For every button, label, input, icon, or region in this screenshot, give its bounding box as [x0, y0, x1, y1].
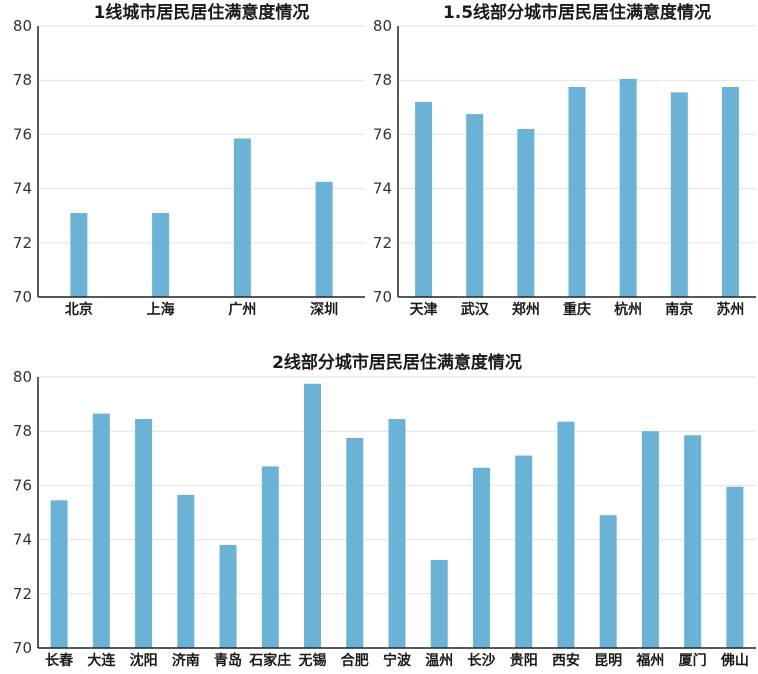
bar-厦门 — [684, 435, 702, 648]
x-tick-label: 北京 — [65, 301, 93, 318]
y-tick-label: 74 — [13, 531, 32, 549]
x-tick-label: 长春 — [45, 652, 74, 669]
x-tick-label: 上海 — [147, 301, 175, 318]
y-tick-label: 78 — [13, 422, 32, 440]
x-tick-label: 长沙 — [467, 652, 495, 669]
y-tick-label: 76 — [13, 476, 32, 494]
bar-苏州 — [721, 86, 739, 297]
x-tick-label: 无锡 — [298, 652, 327, 669]
y-tick-label: 78 — [13, 71, 32, 89]
bar-杭州 — [619, 78, 637, 297]
x-tick-label: 深圳 — [310, 301, 338, 318]
x-tick-label: 福州 — [635, 652, 664, 669]
bar-青岛 — [219, 545, 237, 648]
y-tick-label: 72 — [13, 234, 32, 252]
bar-北京 — [70, 212, 88, 297]
bar-佛山 — [726, 486, 744, 648]
bar-温州 — [430, 559, 448, 648]
x-tick-label: 重庆 — [563, 301, 591, 318]
bar-长沙 — [472, 467, 490, 648]
y-tick-label: 74 — [373, 180, 392, 198]
bar-大连 — [92, 413, 110, 648]
x-tick-label: 南京 — [665, 301, 693, 318]
bar-无锡 — [304, 383, 322, 648]
bar-石家庄 — [261, 466, 279, 648]
bar-长春 — [50, 500, 68, 648]
y-tick-label: 70 — [13, 288, 32, 306]
bar-重庆 — [568, 86, 586, 297]
y-tick-label: 76 — [13, 125, 32, 143]
x-tick-label: 天津 — [410, 301, 438, 318]
bar-宁波 — [388, 419, 406, 648]
y-tick-label: 78 — [373, 71, 392, 89]
x-tick-label: 大连 — [87, 652, 116, 669]
x-tick-label: 沈阳 — [130, 652, 158, 669]
chart-title: 1.5线部分城市居民居住满意度情况 — [443, 2, 711, 23]
bar-贵阳 — [515, 455, 533, 648]
bar-西安 — [557, 421, 575, 648]
x-tick-label: 合肥 — [341, 652, 369, 669]
x-tick-label: 西安 — [552, 652, 580, 669]
x-tick-label: 郑州 — [512, 301, 540, 318]
bar-南京 — [670, 92, 688, 298]
bar-深圳 — [315, 181, 333, 297]
x-tick-label: 苏州 — [716, 301, 744, 318]
bar-昆明 — [599, 515, 617, 648]
bar-济南 — [177, 494, 195, 648]
x-tick-label: 武汉 — [461, 301, 490, 318]
y-tick-label: 70 — [373, 288, 392, 306]
x-tick-label: 温州 — [425, 653, 453, 669]
x-tick-label: 厦门 — [679, 652, 707, 669]
bar-天津 — [415, 101, 433, 297]
bar-武汉 — [466, 114, 484, 297]
chart-title: 2线部分城市居民居住满意度情况 — [272, 352, 522, 373]
bar-合肥 — [346, 437, 364, 648]
x-tick-label: 石家庄 — [248, 652, 291, 669]
chart-title: 1线城市居民居住满意度情况 — [94, 2, 310, 23]
y-tick-label: 80 — [13, 368, 32, 386]
bar-广州 — [233, 138, 251, 297]
y-tick-label: 76 — [373, 125, 392, 143]
x-tick-label: 青岛 — [214, 652, 242, 669]
bar-福州 — [641, 431, 659, 648]
y-tick-label: 74 — [13, 180, 32, 198]
x-tick-label: 昆明 — [594, 653, 622, 669]
x-tick-label: 贵阳 — [510, 652, 538, 669]
bar-沈阳 — [135, 419, 153, 648]
y-tick-label: 80 — [13, 17, 32, 35]
y-tick-label: 72 — [13, 585, 32, 603]
x-tick-label: 广州 — [228, 301, 256, 318]
y-tick-label: 70 — [13, 639, 32, 657]
bar-郑州 — [517, 128, 535, 297]
x-tick-label: 济南 — [172, 652, 200, 669]
y-tick-label: 72 — [373, 234, 392, 252]
x-tick-label: 宁波 — [383, 652, 412, 669]
x-tick-label: 佛山 — [720, 652, 749, 669]
x-tick-label: 杭州 — [614, 301, 642, 318]
y-tick-label: 80 — [373, 17, 392, 35]
bar-上海 — [152, 212, 170, 297]
